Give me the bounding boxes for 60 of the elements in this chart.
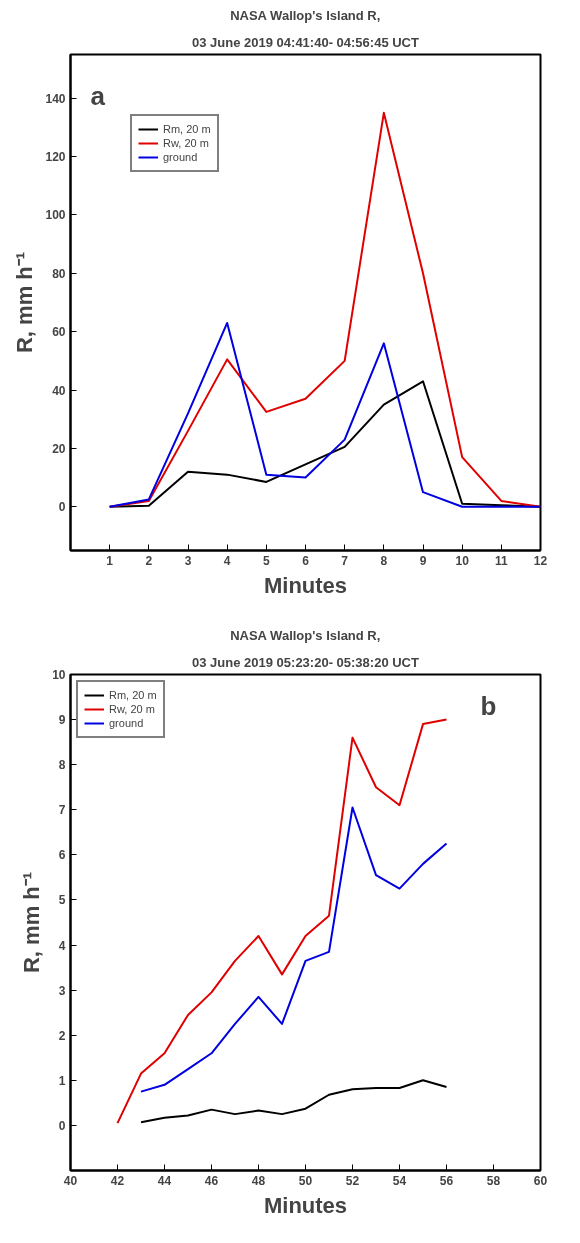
y-tick-label: 9 xyxy=(58,713,66,728)
y-tick-label: 5 xyxy=(58,893,66,908)
legend-label: Rw, 20 m xyxy=(109,702,155,716)
legend-label: ground xyxy=(109,716,144,730)
chart-title: NASA Wallop's Island R, xyxy=(230,7,381,23)
x-tick-label: 52 xyxy=(345,1173,360,1188)
x-tick-label: 5 xyxy=(263,553,270,568)
y-tick-label: 1 xyxy=(58,1073,66,1088)
y-axis-title: R, mm h⁻¹ xyxy=(12,251,38,354)
x-tick-label: 12 xyxy=(533,553,548,568)
y-tick-label: 8 xyxy=(58,758,66,773)
chart-title: NASA Wallop's Island R, xyxy=(230,627,381,643)
y-tick-label: 10 xyxy=(52,668,66,682)
annotation: b xyxy=(480,690,497,721)
x-tick-label: 42 xyxy=(110,1173,125,1188)
y-tick-label: 40 xyxy=(52,383,66,398)
x-tick-label: 4 xyxy=(223,553,231,568)
y-axis-title: R, mm h⁻¹ xyxy=(19,871,45,974)
y-tick-label: 60 xyxy=(52,325,66,340)
x-tick-label: 48 xyxy=(251,1173,266,1188)
y-tick-label: 80 xyxy=(52,266,66,281)
chart-subtitle: 03 June 2019 04:41:40- 04:56:45 UCT xyxy=(192,34,420,50)
x-tick-label: 10 xyxy=(455,553,470,568)
x-tick-label: 11 xyxy=(494,553,508,568)
line-series xyxy=(140,1079,448,1124)
legend-label: Rw, 20 m xyxy=(163,136,209,150)
y-tick-label: 140 xyxy=(45,91,66,106)
chart-subtitle: 03 June 2019 05:23:20- 05:38:20 UCT xyxy=(192,654,420,670)
x-tick-label: 56 xyxy=(439,1173,454,1188)
x-tick-label: 3 xyxy=(184,553,192,568)
y-tick-label: 120 xyxy=(45,150,66,165)
x-axis-title: Minutes xyxy=(263,572,348,598)
x-tick-label: 44 xyxy=(157,1173,172,1188)
x-axis-title: Minutes xyxy=(263,1192,348,1218)
x-tick-label: 8 xyxy=(380,553,388,568)
legend-label: ground xyxy=(163,150,198,164)
x-tick-label: 7 xyxy=(341,553,349,568)
legend-label: Rm, 20 m xyxy=(109,688,157,702)
annotation: a xyxy=(90,80,106,111)
x-tick-label: 46 xyxy=(204,1173,219,1188)
y-tick-label: 0 xyxy=(58,500,66,515)
x-tick-label: 1 xyxy=(106,553,114,568)
y-tick-label: 100 xyxy=(45,208,66,223)
line-series xyxy=(108,321,541,508)
y-tick-label: 3 xyxy=(58,983,66,998)
x-tick-label: 60 xyxy=(533,1173,548,1188)
y-tick-label: 0 xyxy=(58,1118,66,1133)
x-tick-label: 54 xyxy=(392,1173,407,1188)
y-tick-label: 20 xyxy=(52,441,66,456)
x-tick-label: 6 xyxy=(302,553,310,568)
x-tick-label: 50 xyxy=(298,1173,313,1188)
legend-label: Rm, 20 m xyxy=(163,122,211,136)
line-series xyxy=(140,806,448,1093)
y-tick-label: 7 xyxy=(58,803,66,818)
x-tick-label: 9 xyxy=(419,553,427,568)
x-tick-label: 58 xyxy=(486,1173,501,1188)
y-tick-label: 4 xyxy=(58,938,66,953)
y-tick-label: 6 xyxy=(58,848,66,863)
x-tick-label: 2 xyxy=(145,553,153,568)
y-tick-label: 2 xyxy=(58,1028,66,1043)
